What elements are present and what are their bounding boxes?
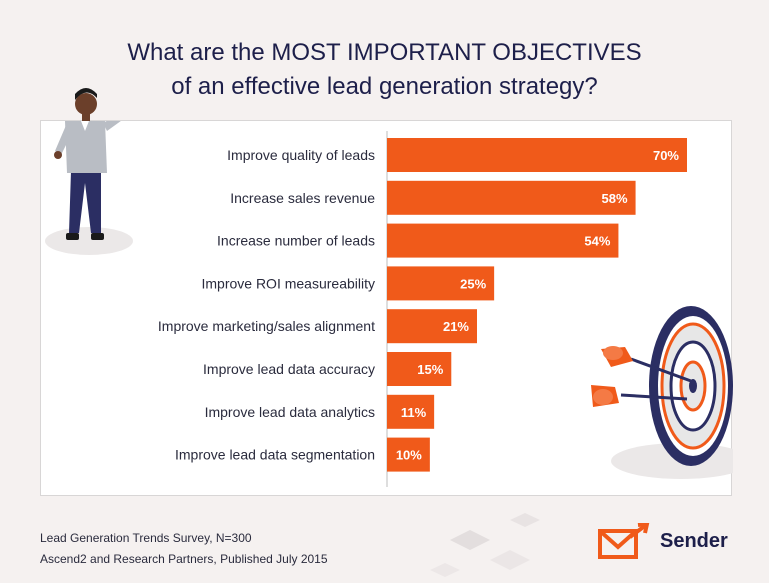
source-note: Lead Generation Trends Survey, N=300 Asc… (40, 528, 328, 570)
sender-envelope-icon (598, 523, 650, 559)
category-label: Increase sales revenue (230, 190, 375, 206)
person-head-icon (75, 88, 97, 121)
bar (387, 352, 452, 386)
bar (387, 180, 636, 215)
brand-logo: Sender (598, 523, 728, 559)
bar-chart: Improve quality of leads 70% Increase sale… (45, 121, 733, 487)
bar-value-label: 21% (443, 319, 469, 334)
bar-value-label: 10% (396, 448, 422, 463)
bar-value-label: 54% (584, 234, 610, 249)
category-label: Improve lead data analytics (205, 404, 375, 420)
bar (387, 394, 435, 429)
title-line-1: What are the MOST IMPORTANT OBJECTIVES (127, 39, 642, 66)
bar-value-label: 25% (460, 276, 486, 291)
bar (387, 223, 619, 258)
category-label: Improve lead data accuracy (203, 361, 375, 377)
brand-name: Sender (660, 529, 728, 552)
person-throwing-dart-icon (45, 121, 133, 255)
dartboard-icon (591, 306, 733, 479)
bar-value-label: 70% (653, 148, 679, 163)
bar-value-label: 58% (602, 191, 628, 206)
decorative-diamonds (430, 513, 540, 577)
bar (387, 266, 495, 301)
category-label: Improve lead data segmentation (175, 447, 375, 463)
source-line-1: Lead Generation Trends Survey, N=300 (40, 531, 252, 545)
bars-layer: Improve quality of leads 70% Increase sale… (158, 138, 687, 472)
bar-value-label: 11% (401, 405, 427, 420)
category-label: Improve ROI measureability (201, 275, 375, 291)
chart-card: Improve quality of leads 70% Increase sale… (40, 120, 733, 496)
bar (387, 138, 687, 172)
bar-value-label: 15% (417, 362, 443, 377)
category-label: Improve quality of leads (227, 147, 375, 163)
bar (387, 309, 477, 344)
source-line-2: Ascend2 and Research Partners, Published… (40, 552, 328, 566)
bar (387, 437, 430, 472)
category-label: Increase number of leads (217, 233, 375, 249)
category-label: Improve marketing/sales alignment (158, 318, 375, 334)
title-line-2: of an effective lead generation strategy… (171, 73, 598, 100)
chart-title: What are the MOST IMPORTANT OBJECTIVES o… (0, 36, 769, 104)
